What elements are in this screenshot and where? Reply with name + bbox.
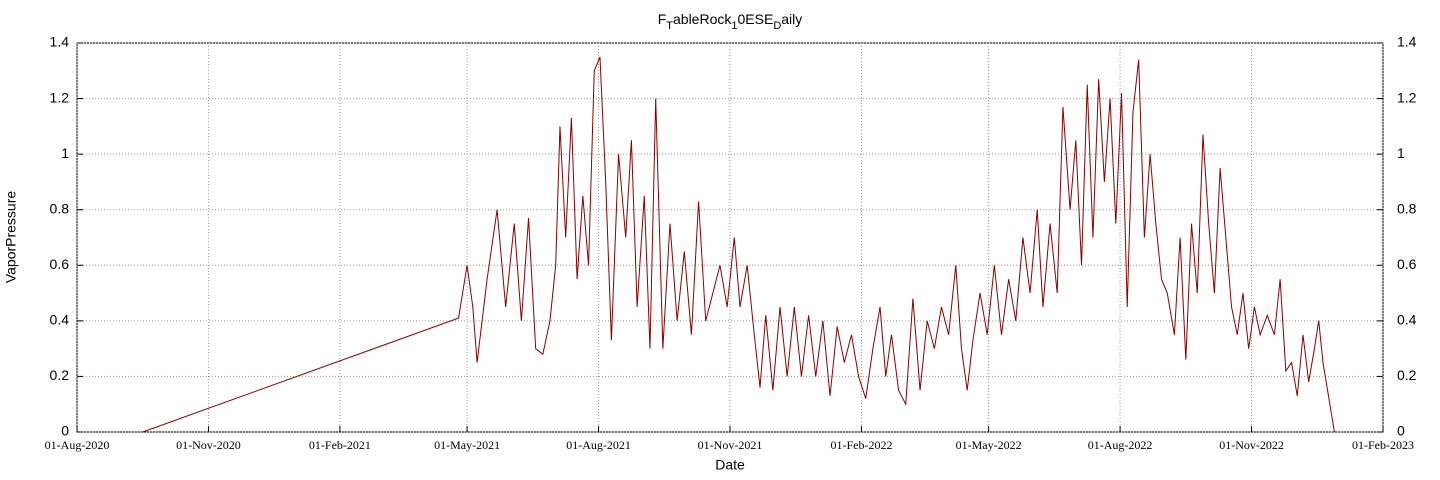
y2-tick-label: 1 bbox=[1397, 145, 1405, 161]
y-tick-label: 0.6 bbox=[50, 256, 70, 272]
title-part: T bbox=[666, 20, 673, 32]
x-tick-label: 01-Nov-2021 bbox=[698, 438, 763, 452]
data-line bbox=[142, 56, 1335, 433]
y2-tick-label: 0.6 bbox=[1397, 256, 1417, 272]
x-tick-label: 01-Nov-2020 bbox=[176, 438, 241, 452]
x-tick-label: 01-May-2021 bbox=[434, 438, 500, 452]
chart-title: FTableRock10ESEDaily bbox=[658, 11, 803, 32]
x-tick-label: 01-Feb-2022 bbox=[830, 438, 892, 452]
x-tick-label: 01-Aug-2022 bbox=[1088, 438, 1153, 452]
y-tick-label: 0.2 bbox=[50, 367, 70, 383]
y2-tick-label: 0 bbox=[1397, 423, 1405, 439]
y-axis-label: VaporPressure bbox=[3, 191, 19, 284]
x-tick-label: 01-Nov-2022 bbox=[1219, 438, 1284, 452]
x-axis-label: Date bbox=[715, 457, 745, 473]
title-part: 1 bbox=[731, 20, 737, 32]
title-part: D bbox=[773, 20, 781, 32]
y-tick-label: 1.2 bbox=[50, 89, 70, 105]
y2-tick-label: 1.2 bbox=[1397, 89, 1417, 105]
title-part: aily bbox=[781, 11, 802, 27]
x-tick-label: 01-May-2022 bbox=[956, 438, 1022, 452]
y2-tick-label: 1.4 bbox=[1397, 34, 1417, 50]
x-tick-label: 01-Feb-2023 bbox=[1352, 438, 1414, 452]
title-part: F bbox=[658, 11, 667, 27]
x-tick-label: 01-Aug-2020 bbox=[45, 438, 110, 452]
title-part: 0ESE bbox=[738, 11, 774, 27]
x-tick-label: 01-Aug-2021 bbox=[566, 438, 631, 452]
y-tick-label: 1.4 bbox=[50, 34, 70, 50]
title-part: ableRock bbox=[673, 11, 732, 27]
y-tick-label: 1 bbox=[61, 145, 69, 161]
y-tick-label: 0 bbox=[61, 423, 69, 439]
y2-tick-label: 0.4 bbox=[1397, 312, 1417, 328]
y2-tick-label: 0.2 bbox=[1397, 367, 1417, 383]
y-tick-label: 0.4 bbox=[50, 312, 70, 328]
y-tick-label: 0.8 bbox=[50, 200, 70, 216]
y2-tick-label: 0.8 bbox=[1397, 200, 1417, 216]
x-tick-label: 01-Feb-2021 bbox=[309, 438, 371, 452]
